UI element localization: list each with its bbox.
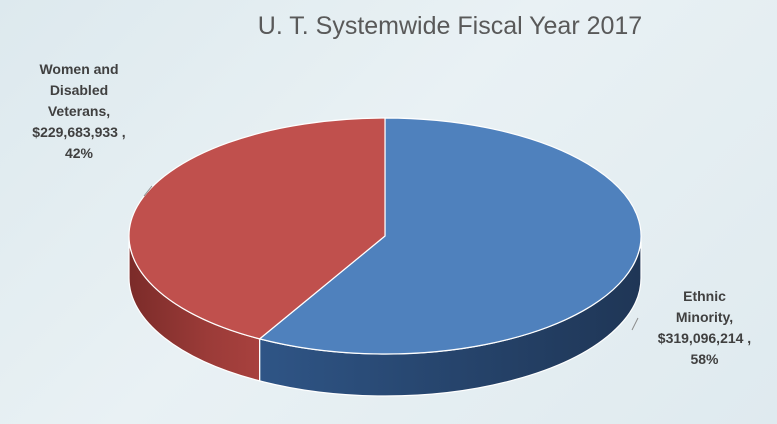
pie-slice-ethnic-minority xyxy=(259,117,642,355)
pie-slice-women-disabled-veterans xyxy=(128,117,386,340)
slice-label-line: Women and xyxy=(39,61,119,77)
slice-label-line: Disabled xyxy=(49,82,109,98)
slice-label-line: Ethnic xyxy=(683,288,726,304)
slice-label-line: $229,683,933 , xyxy=(32,124,126,140)
slice-label-line: Minority, xyxy=(675,309,734,325)
leader-line-ethnic-minority xyxy=(631,317,639,331)
slice-label-line: 42% xyxy=(64,145,94,161)
slice-label-line: $319,096,214 , xyxy=(657,330,752,346)
slice-label-line: 58% xyxy=(690,351,719,367)
chart-title: U. T. Systemwide Fiscal Year 2017 xyxy=(257,12,643,40)
slice-label-line: Veterans, xyxy=(47,103,111,119)
slice-label-ethnic-minority: Ethnic Minority, $319,096,214 , 58% xyxy=(632,286,777,370)
slice-label-women-disabled-veterans: Women and Disabled Veterans, $229,683,93… xyxy=(4,59,154,164)
leader-line-women-disabled-veterans xyxy=(143,185,153,197)
